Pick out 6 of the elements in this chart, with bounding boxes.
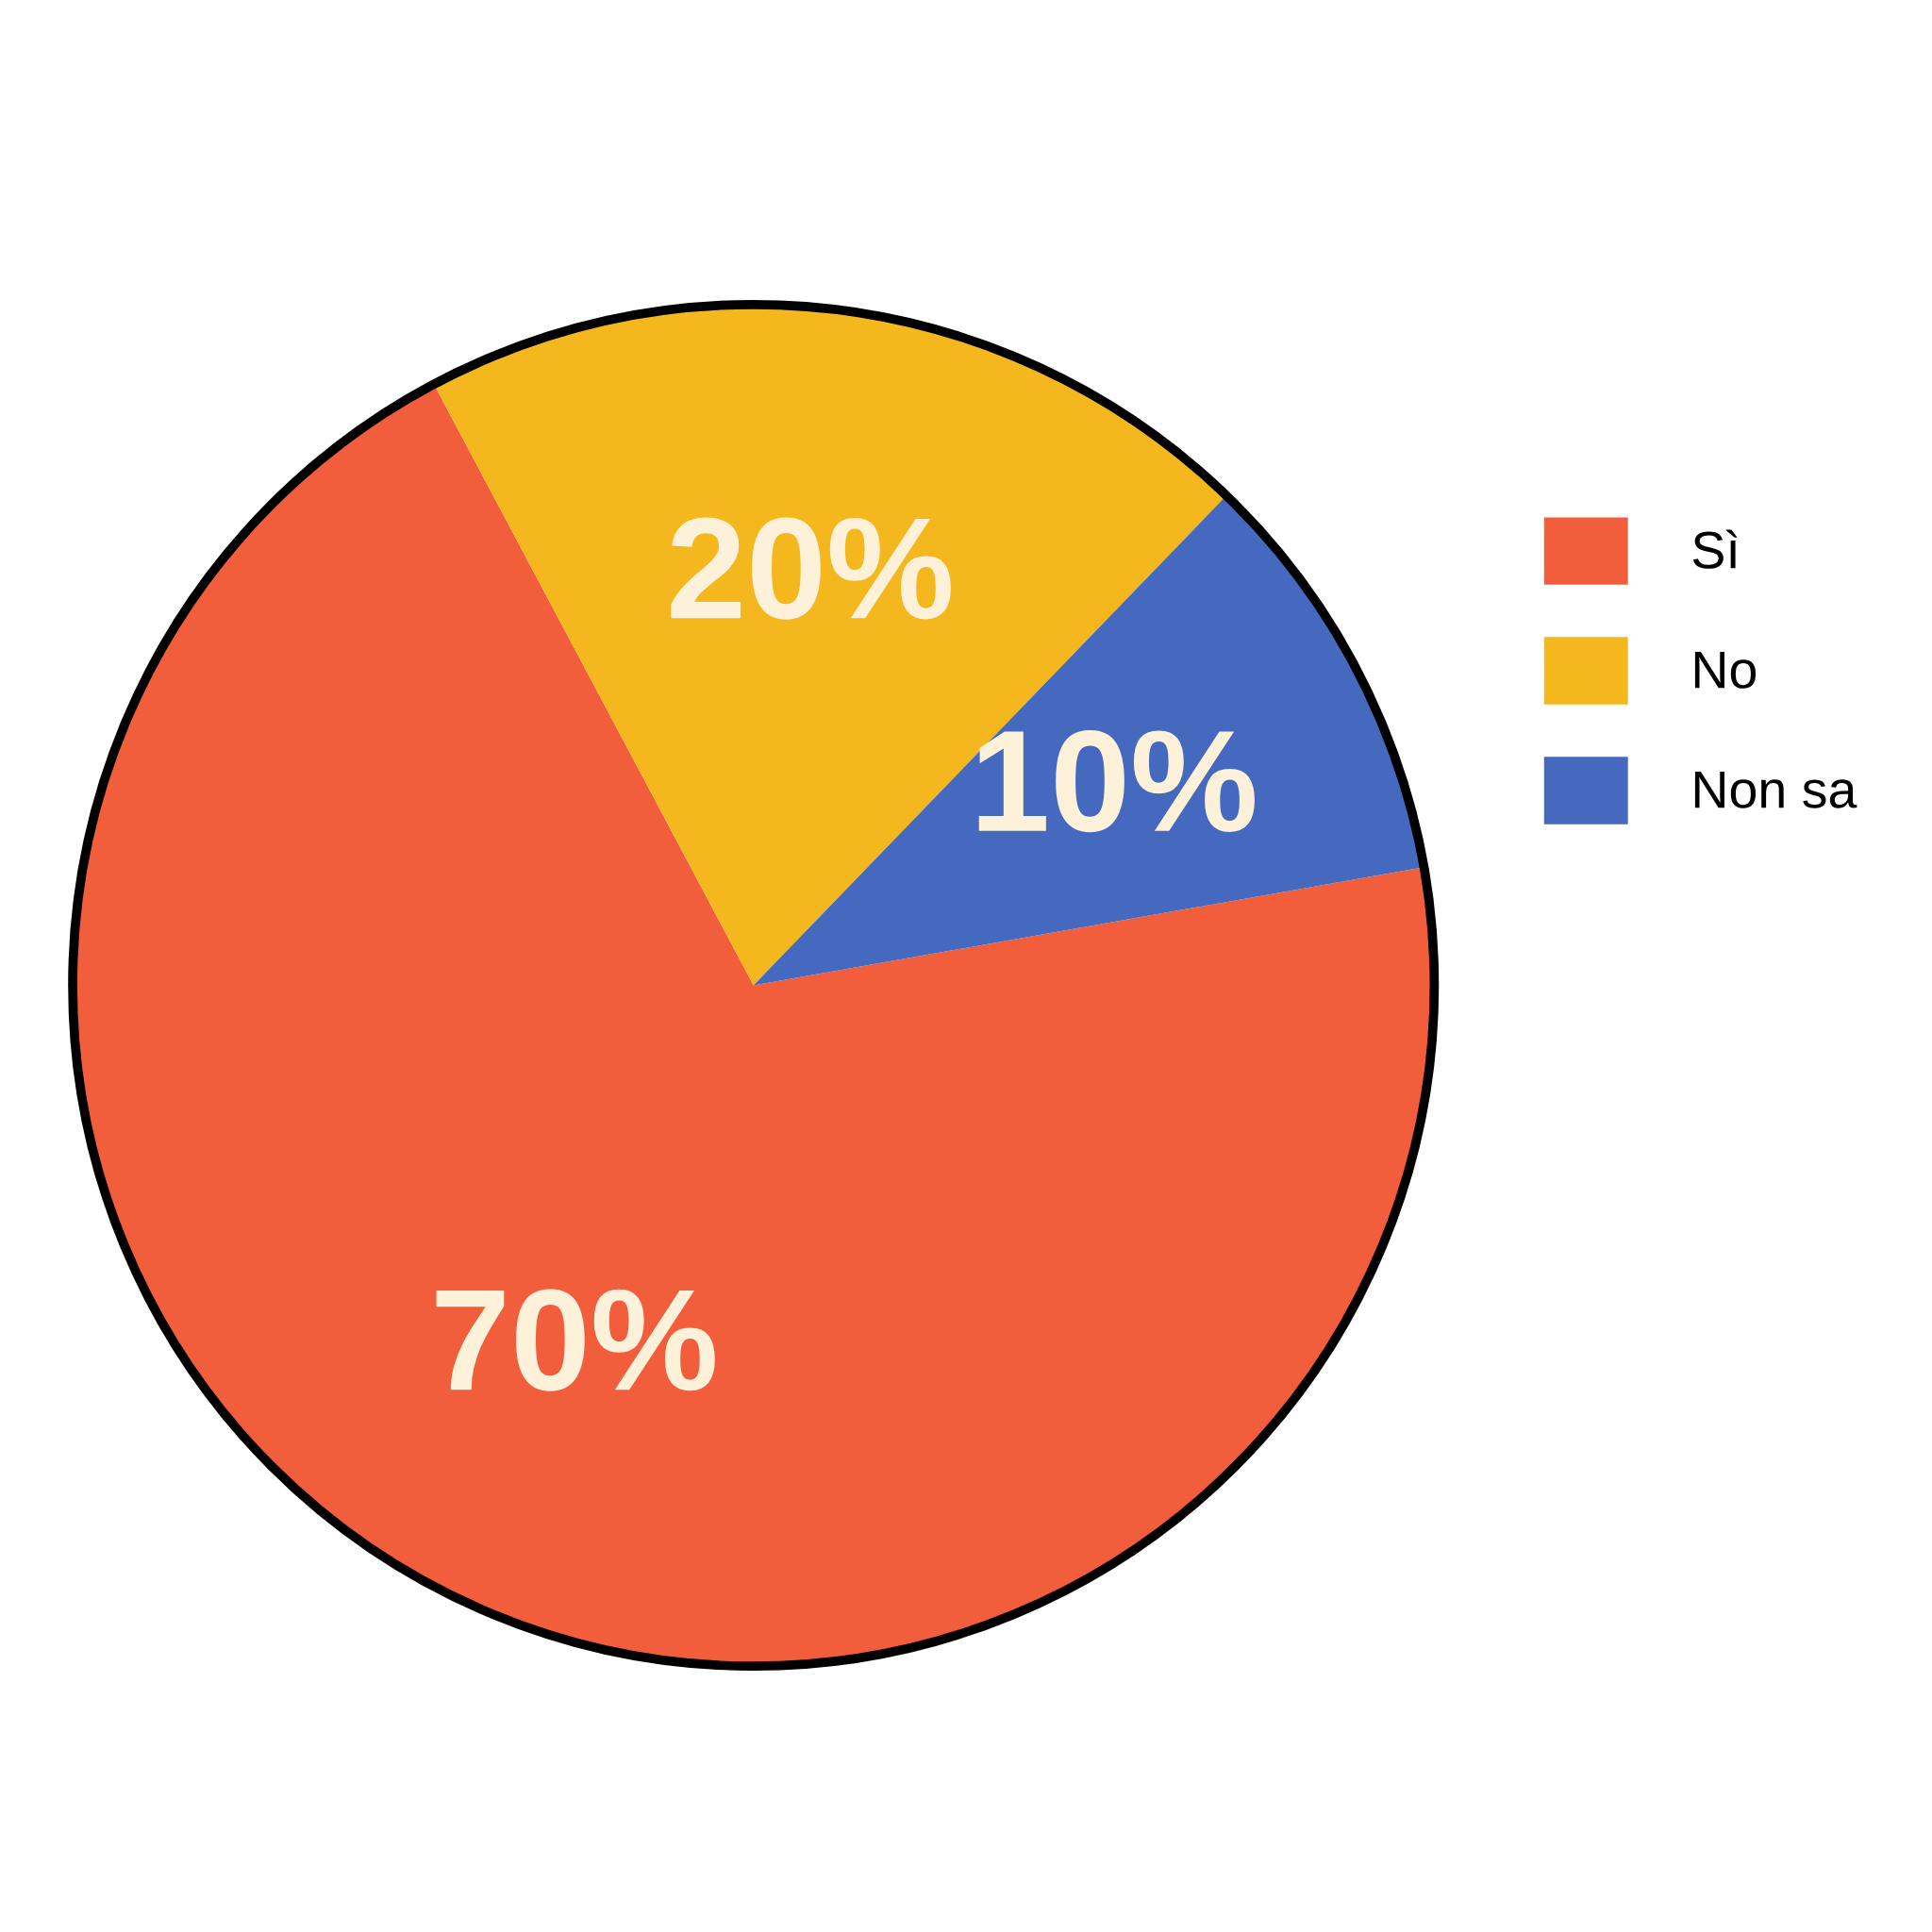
data-label: 10% [978,730,1255,833]
legend-label: No [1694,652,1757,689]
data-label: 70% [436,1289,715,1391]
data-label: 20% [671,517,951,620]
legend-label: Non sa [1694,771,1857,808]
legend-label: Sì [1692,529,1738,569]
